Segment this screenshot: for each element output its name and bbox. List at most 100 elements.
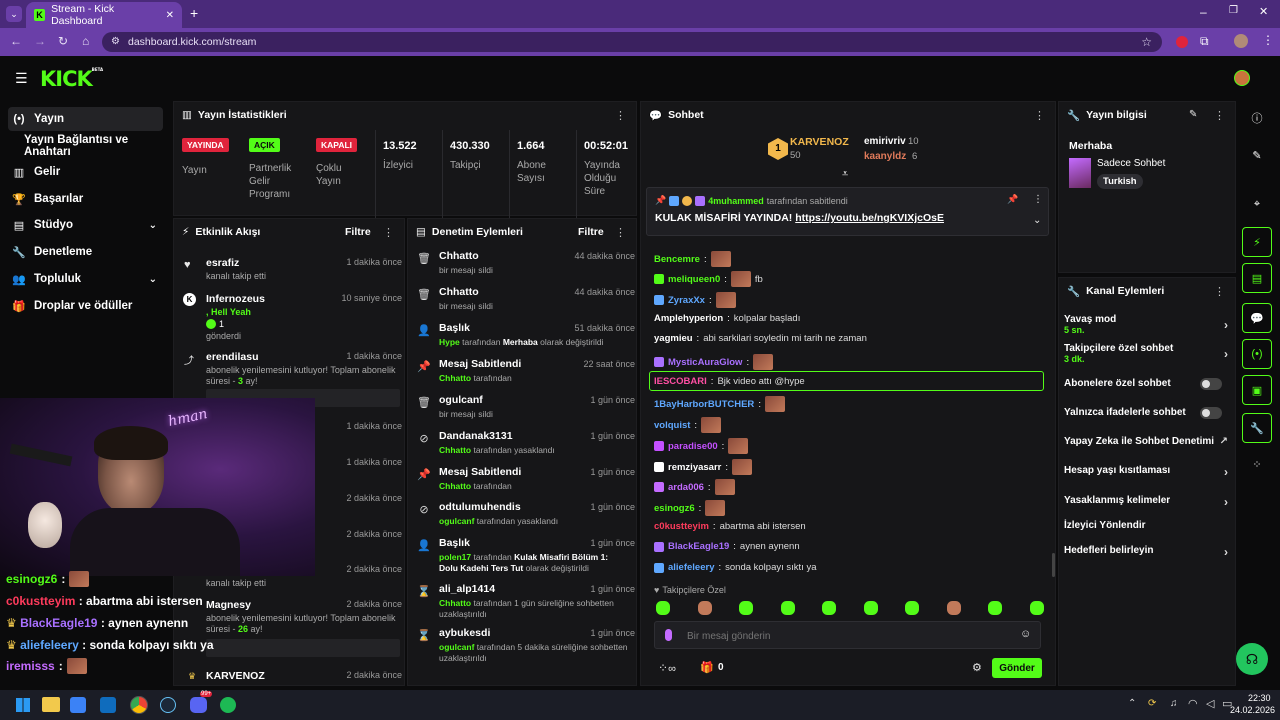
chat-username[interactable]: BlackEagle19 (668, 541, 730, 552)
gifter-name[interactable]: kaanyldz (864, 151, 907, 162)
wrench-icon[interactable]: 🔧 (1242, 413, 1272, 443)
channel-action-item[interactable]: Yalnızca ifadelerle sohbet (1064, 407, 1228, 427)
chrome-icon[interactable] (130, 696, 148, 714)
volume-icon[interactable]: ◁ (1206, 698, 1215, 710)
clock-time[interactable]: 22:30 (1248, 693, 1271, 703)
pinned-message[interactable]: 📌 4muhammed tarafından sabitlendi KULAK … (646, 187, 1049, 236)
chat-username[interactable]: ZyraxXx (668, 294, 705, 306)
kebab-menu-icon[interactable]: ⋮ (615, 227, 626, 239)
add-widget-icon[interactable]: ⁘ (1252, 458, 1262, 471)
extensions-puzzle-icon[interactable]: ⧉ (1200, 34, 1209, 48)
channel-action-item[interactable]: Abonelere özel sohbet (1064, 378, 1228, 398)
support-headset-icon[interactable]: ☊ (1236, 643, 1268, 675)
emote-button[interactable] (780, 601, 795, 615)
emote-button[interactable] (988, 601, 1002, 615)
outlook-icon[interactable] (100, 697, 116, 713)
channel-action-item[interactable]: Hesap yaşı kısıtlaması › (1064, 465, 1228, 485)
focus-icon[interactable]: ⌖ (1253, 197, 1261, 210)
chat-username[interactable]: meliqueen0 (668, 273, 721, 285)
file-explorer-icon[interactable] (42, 697, 60, 712)
edit-pencil-icon[interactable]: ✎ (1189, 109, 1198, 120)
user-avatar[interactable] (1234, 70, 1250, 86)
sidebar-item-drops[interactable]: 🎁 Droplar ve ödüller (8, 294, 163, 318)
chat-username[interactable]: Amplehyperion (654, 313, 724, 324)
moderation-name[interactable]: Chhatto (439, 250, 479, 262)
moderation-name[interactable]: Mesaj Sabitlendi (439, 358, 522, 370)
browser-menu-icon[interactable]: ⋮ (1262, 33, 1274, 47)
moderation-name[interactable]: odtulumuhendis (439, 501, 521, 513)
channel-action-item[interactable]: İzleyici Yönlendir (1064, 520, 1228, 540)
chat-username[interactable]: arda006 (668, 481, 704, 493)
activity-name[interactable]: esrafiz (206, 257, 240, 269)
moderation-name[interactable]: Mesaj Sabitlendi (439, 466, 522, 478)
chevron-down-icon[interactable]: ⌄ (1033, 215, 1042, 226)
kebab-menu-icon[interactable]: ⋮ (1214, 110, 1225, 122)
activity-name[interactable]: Magnesy (206, 599, 251, 611)
gifter-name[interactable]: emirivriv (864, 136, 906, 147)
new-tab-icon[interactable]: + (190, 5, 199, 21)
clipboard-icon[interactable]: ▤ (1242, 263, 1272, 293)
sidebar-item-revenue[interactable]: ▥ Gelir (8, 160, 163, 184)
site-info-icon[interactable]: ⚙ (111, 36, 120, 47)
profile-avatar-icon[interactable] (1234, 34, 1248, 48)
send-button[interactable]: Gönder (992, 658, 1042, 678)
pinned-link[interactable]: https://youtu.be/ngKVIXjcOsE (795, 212, 944, 224)
info-panel-icon[interactable]: ▣ (1242, 375, 1272, 405)
kebab-menu-icon[interactable]: ⋮ (383, 227, 394, 239)
sidebar-item-stream-key[interactable]: Yayın Bağlantısı ve Anahtarı (20, 134, 170, 158)
gift-icon[interactable]: 🎁 (700, 662, 714, 674)
moderation-name[interactable]: Başlık (439, 322, 470, 334)
chat-scrollbar[interactable] (1052, 553, 1055, 577)
chat-username[interactable]: esinogz6 (654, 502, 695, 514)
kebab-menu-icon[interactable]: ⋮ (1034, 110, 1045, 122)
emote-button[interactable] (656, 601, 670, 615)
emote-button[interactable] (697, 601, 712, 615)
discord-icon[interactable] (190, 697, 207, 713)
tray-mic-icon[interactable]: ♫ (1170, 698, 1178, 709)
collapse-toggle-icon[interactable]: ⩡ (842, 168, 849, 180)
sidebar-item-stream[interactable]: (•) Yayın (8, 107, 163, 131)
chat-username[interactable]: volquist (654, 419, 691, 431)
channel-action-item[interactable]: Yapay Zeka ile Sohbet Denetimi ↗ (1064, 436, 1228, 456)
sidebar-item-community[interactable]: 👥 Topluluk ⌄ (8, 267, 163, 291)
emote-button[interactable] (739, 601, 753, 615)
edit-icon[interactable]: ✎ (1252, 149, 1262, 162)
chat-username[interactable]: MysticAuraGlow (668, 356, 743, 368)
tray-app-icon[interactable]: ⟳ (1148, 698, 1157, 709)
bookmark-star-icon[interactable]: ☆ (1141, 35, 1152, 49)
toggle-switch[interactable] (1200, 407, 1222, 419)
chat-username[interactable]: remziyasarr (668, 461, 722, 473)
emote-button[interactable] (822, 601, 836, 615)
chat-icon[interactable]: 💬 (1242, 303, 1272, 333)
wifi-icon[interactable]: ◠ (1188, 698, 1198, 710)
channel-action-item[interactable]: Yasaklanmış kelimeler › (1064, 495, 1228, 515)
top-gifter-name[interactable]: KARVENOZ (790, 136, 849, 148)
bolt-icon[interactable]: ⚡ (1242, 227, 1272, 257)
kebab-menu-icon[interactable]: ⋮ (1214, 286, 1225, 298)
minimize-icon[interactable]: – (1200, 5, 1207, 19)
channel-action-item[interactable]: Hedefleri belirleyin › (1064, 545, 1228, 565)
chat-settings-icon[interactable]: ⚙ (972, 662, 982, 674)
forward-icon[interactable]: → (34, 34, 46, 48)
activity-name[interactable]: KARVENOZ (206, 670, 265, 682)
emoji-picker-icon[interactable]: ☺ (1020, 628, 1032, 640)
activity-name[interactable]: Infernozeus (206, 293, 265, 305)
kebab-menu-icon[interactable]: ⋮ (615, 110, 626, 122)
microphone-icon[interactable] (665, 629, 672, 641)
battery-icon[interactable]: ▭ (1222, 698, 1233, 710)
channel-action-item[interactable]: Yavaş mod 5 sn. › (1064, 314, 1228, 335)
broadcast-icon[interactable]: (•) (1242, 339, 1272, 369)
browser-tab[interactable]: K Stream - Kick Dashboard ✕ (26, 2, 182, 28)
chat-username[interactable]: IESCOBARI (654, 376, 707, 387)
moderation-name[interactable]: ogulcanf (439, 394, 483, 406)
moderation-name[interactable]: ali_alp1414 (439, 583, 496, 595)
kick-logo[interactable]: KICKBETA (40, 67, 104, 91)
moderation-name[interactable]: Dandanak3131 (439, 430, 513, 442)
tab-close-icon[interactable]: ✕ (165, 9, 174, 21)
back-icon[interactable]: ← (10, 34, 22, 48)
steam-icon[interactable] (160, 697, 176, 713)
spotify-icon[interactable] (220, 697, 236, 713)
toggle-switch[interactable] (1200, 378, 1222, 390)
emote-button[interactable] (905, 601, 919, 615)
activity-name[interactable]: erendilasu (206, 351, 259, 363)
